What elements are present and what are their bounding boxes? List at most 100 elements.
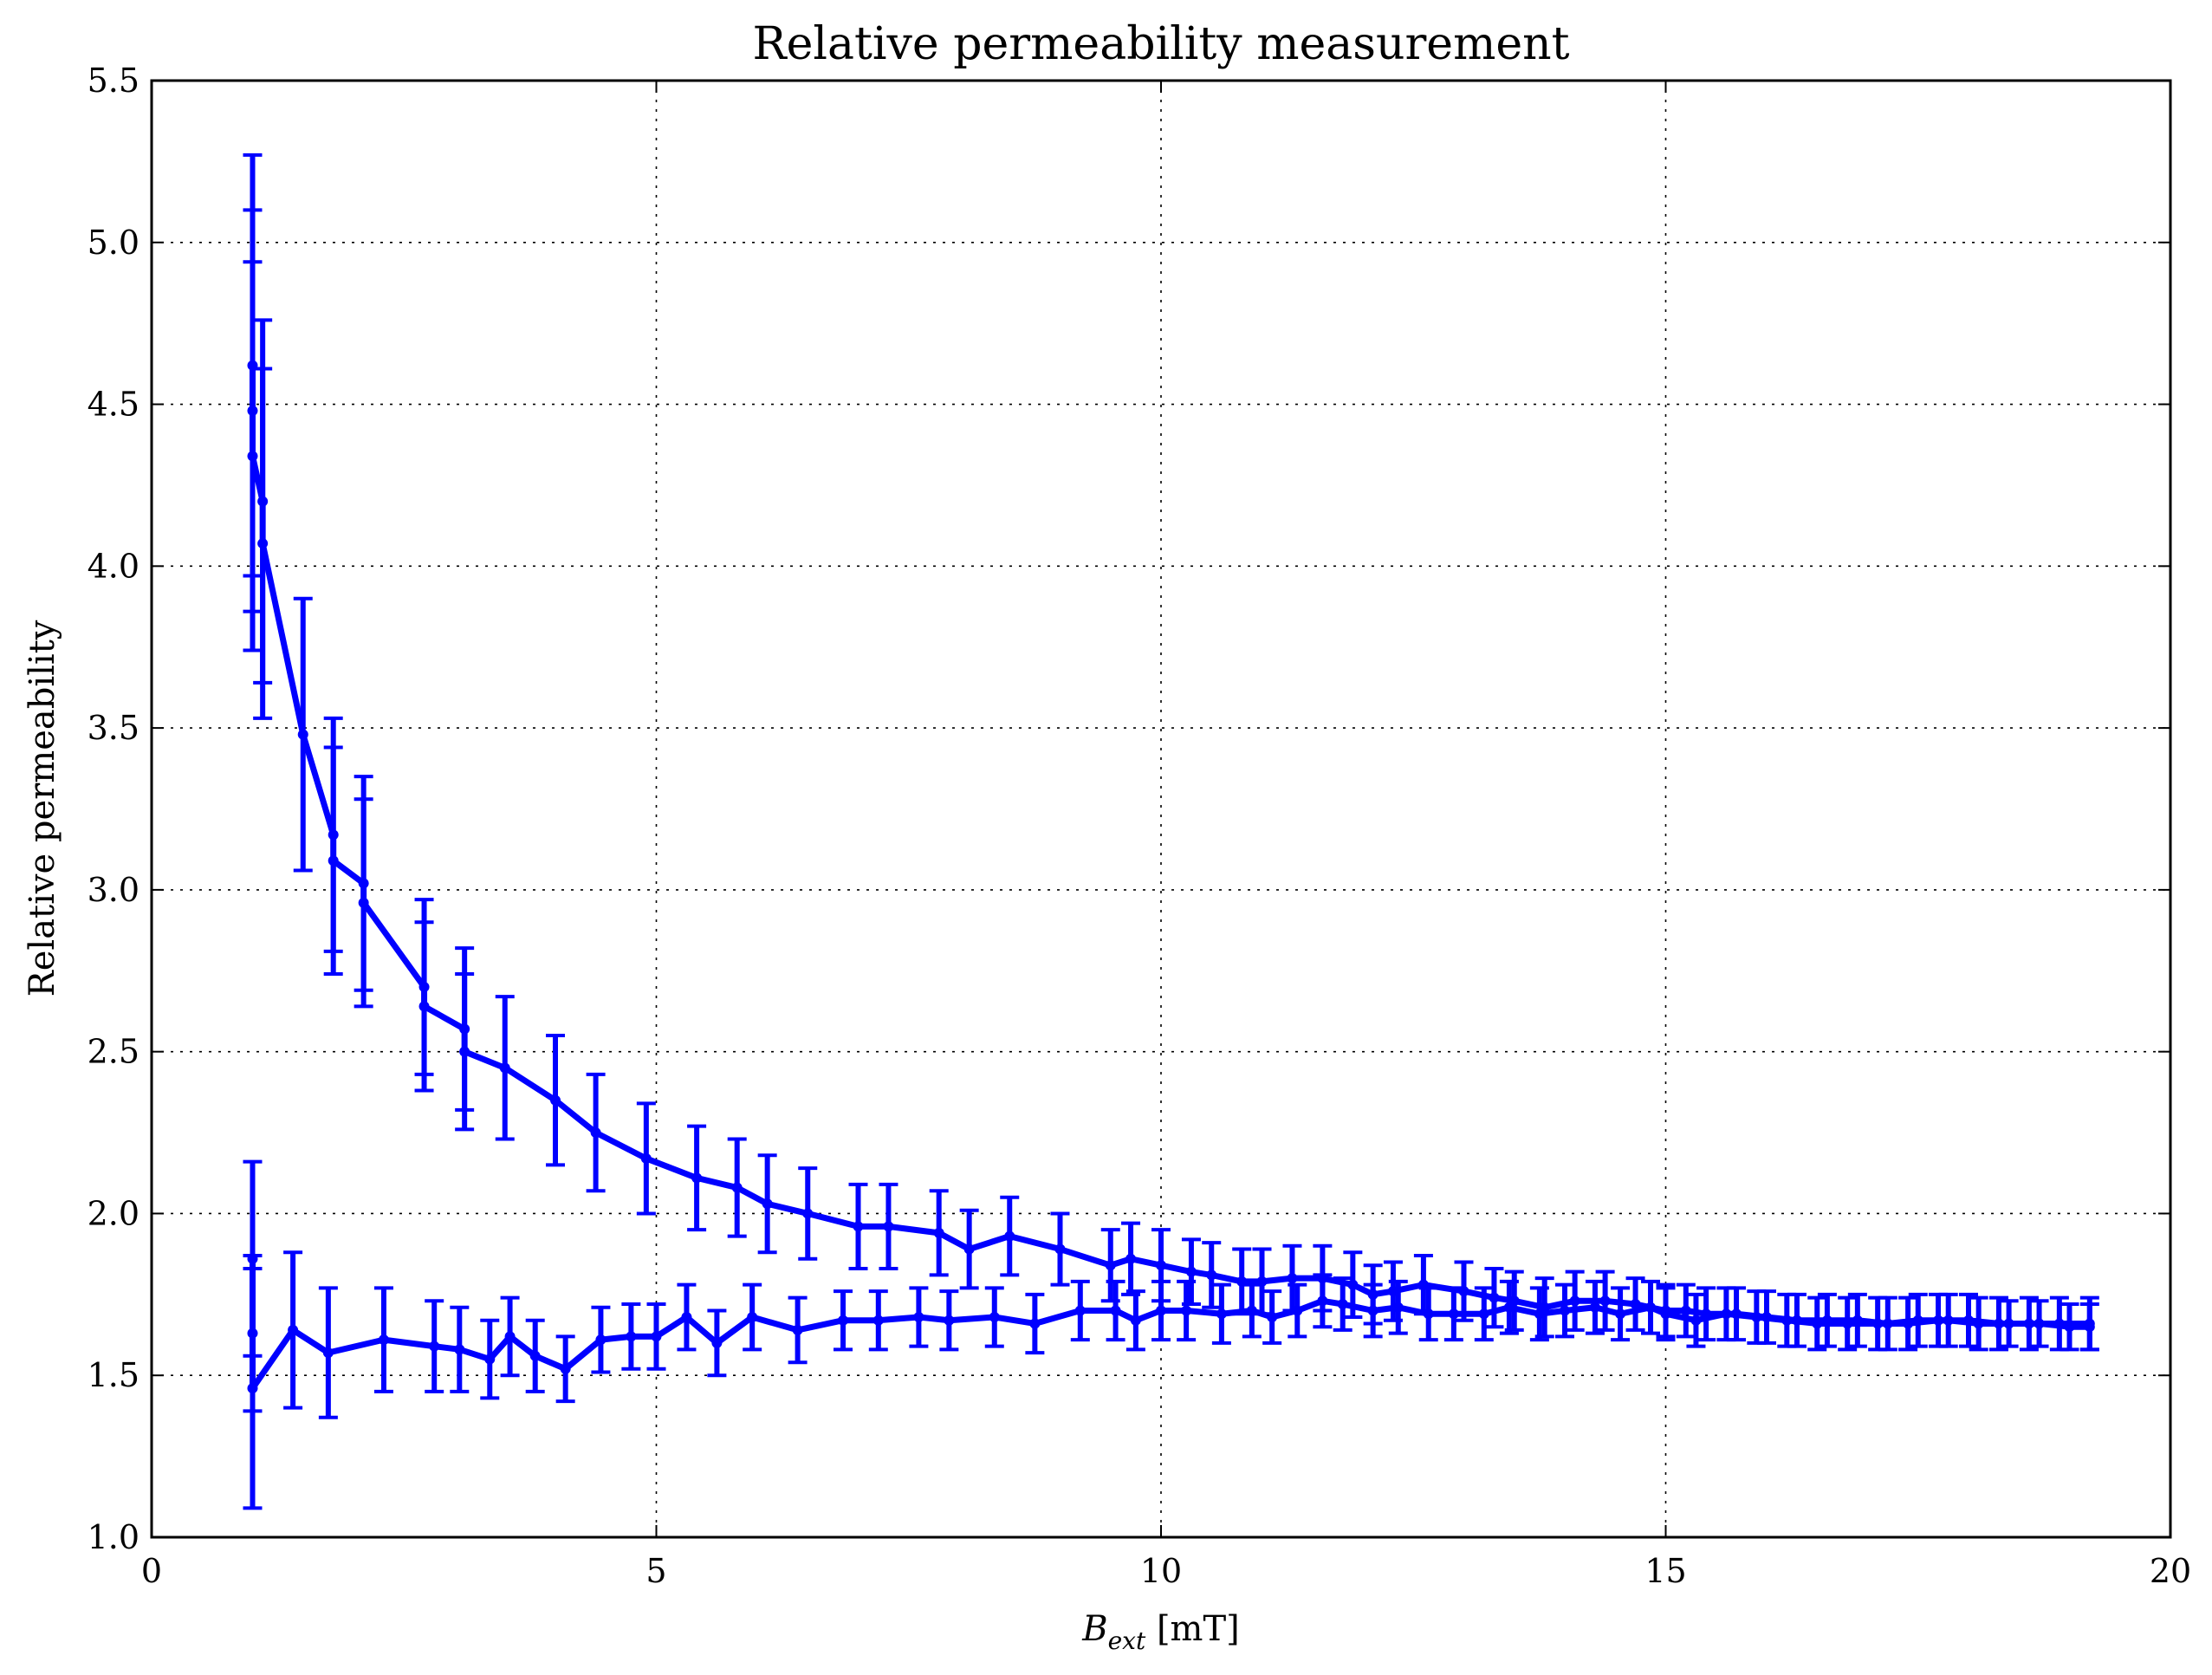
y-tick-label: 4.5 xyxy=(88,386,139,424)
data-point xyxy=(747,1311,758,1322)
data-point xyxy=(459,1046,470,1057)
data-point xyxy=(1392,1302,1404,1313)
data-point xyxy=(1630,1299,1641,1310)
data-point xyxy=(1812,1318,1823,1329)
data-point xyxy=(989,1311,1000,1322)
data-point xyxy=(731,1182,743,1193)
data-point xyxy=(1751,1311,1762,1322)
data-point xyxy=(328,855,339,867)
chart-title: Relative permeability measurement xyxy=(752,18,1569,70)
data-point xyxy=(1216,1308,1227,1320)
y-tick-label: 4.0 xyxy=(88,547,139,585)
data-point xyxy=(1156,1260,1166,1271)
data-point xyxy=(711,1337,723,1348)
data-point xyxy=(1690,1315,1702,1326)
data-point xyxy=(560,1363,571,1374)
data-point xyxy=(358,897,369,908)
data-point xyxy=(944,1315,955,1326)
data-point xyxy=(1156,1305,1166,1316)
data-point xyxy=(322,1347,334,1359)
x-tick-label: 5 xyxy=(645,1552,666,1590)
data-point xyxy=(1963,1315,1974,1326)
data-point xyxy=(1448,1308,1459,1320)
data-point xyxy=(257,538,269,549)
series-2 xyxy=(243,1159,2099,1510)
data-point xyxy=(1074,1305,1086,1316)
data-point xyxy=(1660,1308,1671,1320)
data-point xyxy=(1478,1308,1489,1320)
plot-frame xyxy=(150,79,2172,1539)
data-point xyxy=(1347,1279,1359,1290)
data-point xyxy=(499,1062,510,1074)
y-axis-label: Relative permeability xyxy=(23,620,62,997)
data-point xyxy=(1423,1308,1434,1320)
data-point xyxy=(802,1208,814,1219)
data-point xyxy=(1367,1305,1378,1316)
data-point xyxy=(1534,1308,1545,1320)
data-point xyxy=(429,1341,440,1352)
data-point xyxy=(681,1311,692,1322)
data-point xyxy=(550,1094,561,1106)
data-point xyxy=(2023,1318,2034,1329)
data-point xyxy=(883,1221,894,1232)
data-point xyxy=(1292,1305,1303,1316)
data-point xyxy=(1246,1305,1257,1316)
y-tick-label: 1.5 xyxy=(88,1356,139,1394)
data-point xyxy=(590,1127,601,1139)
x-tick-label: 15 xyxy=(1644,1552,1686,1590)
data-point xyxy=(838,1315,849,1326)
data-point xyxy=(484,1354,496,1365)
data-point xyxy=(1105,1260,1116,1271)
data-point xyxy=(1125,1253,1137,1264)
data-point xyxy=(640,1152,652,1164)
data-point xyxy=(963,1243,975,1255)
data-point xyxy=(297,729,308,740)
series-layer xyxy=(243,153,2099,1510)
data-point xyxy=(1721,1308,1732,1320)
data-point xyxy=(1615,1308,1626,1320)
data-point xyxy=(1645,1302,1657,1313)
y-tick-label: 5.0 xyxy=(88,224,139,262)
data-point xyxy=(454,1344,465,1355)
data-point xyxy=(1130,1315,1141,1326)
data-point xyxy=(1842,1318,1853,1329)
data-point xyxy=(913,1311,924,1322)
data-point xyxy=(691,1172,703,1184)
data-point xyxy=(1599,1295,1611,1307)
x-tick-label: 0 xyxy=(141,1552,162,1590)
data-point xyxy=(762,1198,773,1210)
data-point xyxy=(1317,1295,1328,1307)
data-point xyxy=(1503,1302,1515,1313)
x-axis-label-unit: [mT] xyxy=(1145,1609,1240,1649)
data-point xyxy=(792,1324,803,1335)
data-point xyxy=(1206,1269,1217,1281)
data-point xyxy=(247,451,258,462)
x-tick-label: 10 xyxy=(1140,1552,1182,1590)
x-tick-label: 20 xyxy=(2150,1552,2191,1590)
ticks: 0 5 10 15 20 1.0 1.5 2.0 2.5 3.0 3.5 4.0 4.5 5.0 5.5 xyxy=(88,62,2192,1590)
data-point xyxy=(1029,1318,1041,1329)
x-axis-label: Bext [mT] xyxy=(1081,1609,1240,1655)
data-point xyxy=(933,1227,944,1238)
data-point xyxy=(1569,1295,1580,1307)
data-point xyxy=(651,1331,662,1342)
data-point xyxy=(626,1331,637,1342)
data-point xyxy=(1054,1243,1066,1255)
data-point xyxy=(1933,1315,1944,1326)
data-point xyxy=(2084,1318,2095,1329)
data-point xyxy=(1004,1230,1015,1242)
data-point xyxy=(1589,1302,1600,1313)
y-tick-label: 5.5 xyxy=(88,62,139,100)
data-point xyxy=(504,1331,516,1342)
data-point xyxy=(872,1315,884,1326)
y-tick-label: 1.0 xyxy=(88,1518,139,1556)
data-point xyxy=(2053,1318,2065,1329)
data-point xyxy=(1872,1318,1884,1329)
y-tick-label: 3.5 xyxy=(88,709,139,747)
data-point xyxy=(595,1334,607,1346)
data-point xyxy=(247,1383,258,1394)
data-point xyxy=(1489,1292,1500,1303)
data-point xyxy=(1181,1305,1192,1316)
data-point xyxy=(1110,1305,1121,1316)
